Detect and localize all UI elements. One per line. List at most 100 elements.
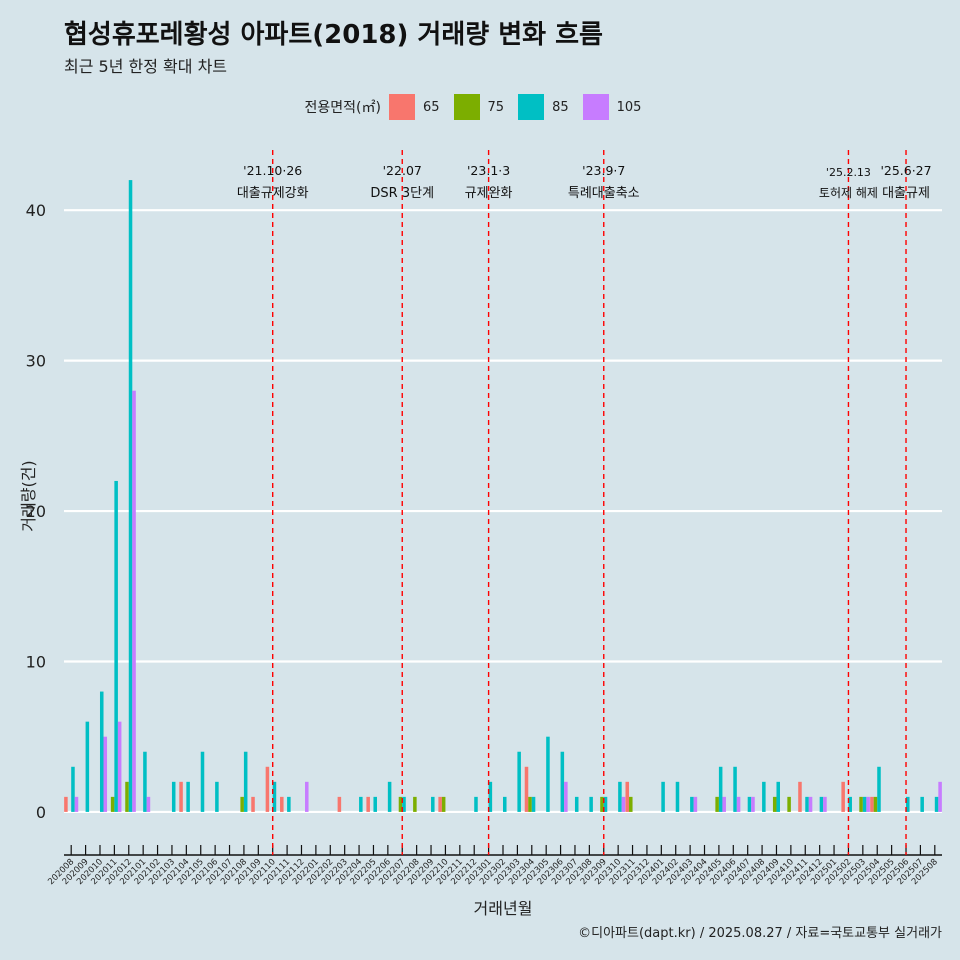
bar-75 (787, 796, 791, 812)
bar-85 (531, 796, 536, 812)
annotation-label: 대출규제강화 (237, 186, 309, 201)
bar-85 (776, 781, 781, 812)
bar-75 (125, 781, 129, 812)
bar-105 (132, 390, 136, 812)
bar-85 (675, 781, 680, 812)
bar-85 (733, 766, 737, 812)
bar-75 (629, 796, 633, 812)
bar-85 (143, 751, 147, 812)
legend-swatch (453, 94, 480, 120)
legend: 전용면적(㎡) 65 75 85 105 (0, 92, 960, 122)
y-tick-label: 0 (36, 803, 46, 822)
y-tick-label: 20 (26, 502, 46, 521)
bar-65 (841, 781, 845, 812)
bar-105 (866, 796, 870, 812)
bar-75 (110, 796, 115, 812)
bar-85 (171, 781, 176, 812)
bar-85 (848, 796, 852, 812)
y-tick-label: 10 (26, 652, 46, 671)
bar-85 (402, 796, 406, 812)
legend-item-85: 85 (518, 94, 569, 120)
bar-105 (117, 721, 122, 812)
bar-85 (503, 796, 507, 812)
bar-105 (808, 796, 813, 812)
bar-65 (438, 796, 442, 812)
bar-85 (906, 796, 910, 812)
legend-label: 105 (616, 99, 642, 115)
caption: ©디아파트(dapt.kr) / 2025.08.27 / 자료=국토교통부 실… (578, 926, 942, 941)
bar-75 (859, 796, 863, 812)
bar-105 (722, 796, 726, 812)
bar-85 (934, 796, 939, 812)
x-axis-title: 거래년월 (474, 899, 533, 918)
bar-85 (387, 781, 392, 812)
bar-75 (240, 796, 244, 812)
annotation-date: '25.2.13 (826, 166, 871, 179)
legend-label: 85 (552, 99, 569, 115)
bar-85 (762, 781, 766, 812)
bar-85 (71, 766, 75, 812)
bar-105 (146, 796, 151, 812)
chart-title: 협성휴포레황성 아파트(2018) 거래량 변화 흐름 (64, 20, 603, 50)
bar-65 (337, 796, 342, 812)
bar-85 (272, 781, 277, 812)
bar-105 (736, 796, 741, 812)
annotation-date: '23.9·7 (582, 163, 625, 178)
bar-85 (359, 796, 363, 812)
bar-85 (718, 766, 723, 812)
bar-65 (366, 796, 370, 812)
bar-85 (517, 751, 521, 812)
legend-item-65: 65 (388, 94, 440, 120)
bar-65 (179, 781, 183, 812)
bar-85 (574, 796, 579, 812)
legend-swatch (388, 94, 415, 120)
bar-65 (625, 781, 630, 812)
bar-105 (103, 736, 108, 812)
chart-subtitle: 최근 5년 한정 확대 차트 (64, 57, 228, 76)
y-tick-label: 30 (26, 352, 46, 371)
bar-85 (128, 180, 133, 812)
bar-75 (413, 796, 417, 812)
bar-85 (805, 796, 809, 812)
bar-85 (603, 796, 608, 812)
bar-105 (74, 796, 79, 812)
legend-label: 75 (487, 99, 505, 115)
bar-105 (751, 796, 755, 812)
bar-85 (661, 781, 665, 812)
bar-105 (564, 781, 568, 812)
bar-75 (600, 796, 604, 812)
bar-85 (618, 781, 622, 812)
bar-65 (265, 766, 270, 812)
annotation-label: DSR 3단계 (370, 186, 434, 201)
bar-85 (243, 751, 248, 812)
bar-85 (200, 751, 205, 812)
bar-85 (474, 796, 478, 812)
annotation-label: 특례대출축소 (568, 186, 640, 201)
legend-item-105: 105 (582, 94, 642, 120)
annotation-label: 토허제 해제 (819, 186, 878, 200)
bar-85 (877, 766, 881, 812)
bar-85 (99, 691, 104, 812)
bar-75 (528, 796, 532, 812)
legend-title: 전용면적(㎡) (304, 100, 381, 116)
bar-75 (873, 796, 878, 812)
bar-85 (114, 480, 118, 812)
y-axis-title: 거래량(건) (19, 460, 38, 531)
annotation-date: '23.1·3 (467, 163, 510, 178)
annotation-label: 대출규제 (882, 186, 930, 201)
bar-75 (772, 796, 777, 812)
legend-item-75: 75 (453, 94, 505, 120)
bar-85 (589, 796, 593, 812)
bar-65 (280, 796, 284, 812)
bar-85 (431, 796, 435, 812)
annotation-label: 규제완화 (465, 186, 513, 201)
y-tick-label: 40 (26, 201, 46, 220)
bar-85 (747, 796, 752, 812)
bar-65 (524, 766, 529, 812)
bar-85 (690, 796, 694, 812)
bar-65 (64, 796, 68, 812)
bar-85 (85, 721, 90, 812)
bar-105 (938, 781, 942, 812)
